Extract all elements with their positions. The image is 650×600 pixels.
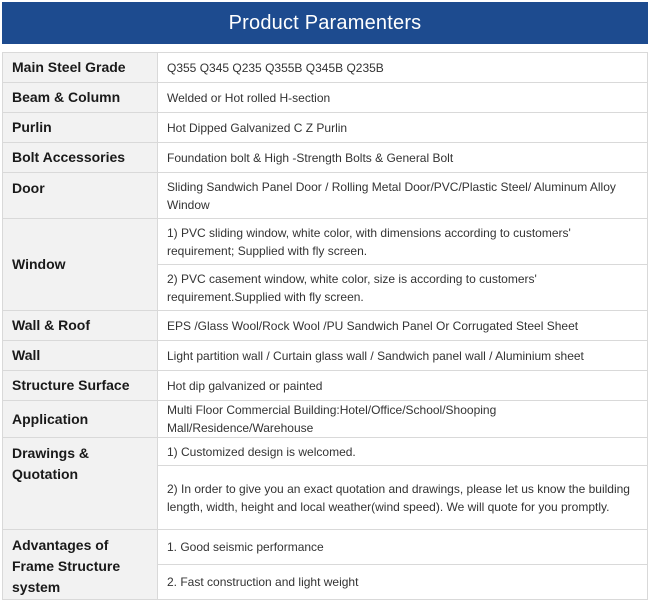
row-value: EPS /Glass Wool/Rock Wool /PU Sandwich P… xyxy=(157,310,648,341)
row-label: Bolt Accessories xyxy=(2,142,158,173)
table-row: Drawings & Quotation 1) Customized desig… xyxy=(2,437,648,530)
row-label: Structure Surface xyxy=(2,370,158,401)
row-value: Welded or Hot rolled H-section xyxy=(157,82,648,113)
table-row: Main Steel Grade Q355 Q345 Q235 Q355B Q3… xyxy=(2,52,648,83)
table-row: Application Multi Floor Commercial Build… xyxy=(2,400,648,438)
row-value: Hot dip galvanized or painted xyxy=(157,370,648,401)
table-row: 2) PVC casement window, white color, siz… xyxy=(3,264,648,311)
row-value: Sliding Sandwich Panel Door / Rolling Me… xyxy=(157,172,648,219)
table-row: Purlin Hot Dipped Galvanized C Z Purlin xyxy=(2,112,648,143)
table-row: Bolt Accessories Foundation bolt & High … xyxy=(2,142,648,173)
row-value: Q355 Q345 Q235 Q355B Q345B Q235B xyxy=(157,52,648,83)
product-parameters-table: Main Steel Grade Q355 Q345 Q235 Q355B Q3… xyxy=(2,52,648,600)
row-value: Light partition wall / Curtain glass wal… xyxy=(157,340,648,371)
table-row: Structure Surface Hot dip galvanized or … xyxy=(2,370,648,401)
row-label: Purlin xyxy=(2,112,158,143)
table-row: 2) In order to give you an exact quotati… xyxy=(3,465,648,530)
section-title: Product Paramenters xyxy=(228,11,422,34)
row-label: Window xyxy=(2,218,158,311)
row-label: Drawings & Quotation xyxy=(2,437,158,530)
row-label: Wall xyxy=(2,340,158,371)
row-value: Foundation bolt & High -Strength Bolts &… xyxy=(157,142,648,173)
table-row: Door Sliding Sandwich Panel Door / Rolli… xyxy=(2,172,648,219)
table-row: Wall Light partition wall / Curtain glas… xyxy=(2,340,648,371)
row-label: Main Steel Grade xyxy=(2,52,158,83)
row-value: Multi Floor Commercial Building:Hotel/Of… xyxy=(157,400,648,438)
row-label: Application xyxy=(2,400,158,438)
row-value: 2) In order to give you an exact quotati… xyxy=(157,465,648,530)
row-value: 1) PVC sliding window, white color, with… xyxy=(157,218,648,265)
row-value: 1) Customized design is welcomed. xyxy=(157,437,648,466)
row-label: Door xyxy=(2,172,158,219)
table-row: Window 1) PVC sliding window, white colo… xyxy=(2,218,648,311)
row-value: Hot Dipped Galvanized C Z Purlin xyxy=(157,112,648,143)
section-title-banner: Product Paramenters xyxy=(2,2,648,44)
table-row: Beam & Column Welded or Hot rolled H-sec… xyxy=(2,82,648,113)
row-label: Beam & Column xyxy=(2,82,158,113)
row-value: 2) PVC casement window, white color, siz… xyxy=(157,264,648,311)
table-row: Wall & Roof EPS /Glass Wool/Rock Wool /P… xyxy=(2,310,648,341)
row-value: 2. Fast construction and light weight xyxy=(157,564,648,600)
row-label: Advantages of Frame Structure system xyxy=(2,529,158,600)
row-label: Wall & Roof xyxy=(2,310,158,341)
table-row: Advantages of Frame Structure system 1. … xyxy=(2,529,648,600)
row-value: 1. Good seismic performance xyxy=(157,529,648,565)
